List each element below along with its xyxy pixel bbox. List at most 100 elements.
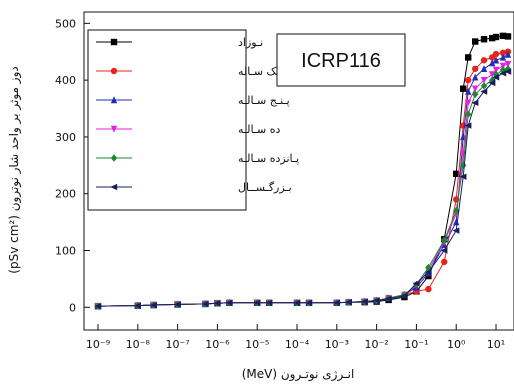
data-point [488,71,496,79]
data-point [504,65,512,73]
x-tick-label: 10⁰ [447,338,466,351]
data-point [440,247,448,254]
legend-label: پـانزده سـالـه [238,152,299,165]
data-point [488,59,496,67]
data-point [499,70,507,77]
data-point [333,299,341,306]
x-tick-label: 10⁻⁷ [165,338,189,351]
data-point [424,268,432,276]
data-point [492,33,500,41]
x-tick-label: 10⁻⁹ [86,338,110,351]
x-tick-label: 10¹ [487,338,505,351]
x-axis-title: انـرژی نوتـرون (MeV) [242,367,355,382]
legend-marker [110,38,118,46]
data-point [253,299,261,306]
legend-marker [110,96,118,104]
data-point [213,300,221,307]
data-point [384,295,392,302]
x-tick-label: 10⁻⁶ [205,338,230,351]
data-point [412,280,420,287]
data-point [464,122,472,129]
x-tick-label: 10⁻¹ [404,338,428,351]
data-point [464,99,472,107]
legend-label: ده سـالـه [238,123,281,136]
data-point [372,297,380,304]
x-tick-label: 10⁻⁴ [285,338,310,351]
data-point [173,301,181,308]
data-point [400,292,408,300]
x-ticks: 10⁻⁹ 10⁻⁸ 10⁻⁷ 10⁻⁶ 10⁻⁵ 10⁻⁴ 10⁻³ 10⁻² 10⁻¹ 10⁰ 1… [86,324,505,351]
x-tick-label: 10⁻⁸ [126,338,151,351]
data-point [504,33,512,40]
x-tick-label: 10⁻² [365,338,389,351]
data-point [480,76,488,84]
legend-marker [110,67,118,75]
data-point [480,36,488,43]
data-point [480,57,488,64]
data-point [488,79,496,87]
data-point [425,285,432,293]
data-point [225,299,233,306]
y-ticks: 0 100 200 300 400 500 [55,17,90,314]
data-point [149,301,157,309]
data-point [499,53,507,61]
x-tick-label: 10⁻⁵ [245,338,269,351]
data-point [492,56,500,64]
data-point [464,54,472,61]
x-tick-label: 10⁻³ [325,338,349,351]
data-point [480,88,488,95]
data-point [441,236,448,244]
data-point [472,90,479,99]
series-layer [94,32,512,310]
data-point [453,170,460,178]
data-point [201,300,209,308]
legend-label: پـنـج سـالـه [238,94,290,107]
data-point [453,218,460,226]
data-point [504,68,512,75]
y-tick-label: 0 [69,301,76,314]
data-point [480,65,488,72]
data-point [134,302,142,309]
data-point [492,66,500,74]
data-point [472,73,479,81]
data-point [471,99,479,107]
data-point [499,62,507,70]
data-point [499,49,507,57]
annotation-label: ICRP116 [301,50,381,72]
legend-marker [110,183,118,191]
data-point [488,34,496,42]
data-point [345,298,352,306]
data-point [441,258,448,266]
legend-marker [110,154,118,162]
y-tick-label: 100 [55,245,76,258]
data-point [499,32,507,40]
data-point [452,227,460,234]
y-axis-title: دوز موثر بر واحد شار نوترون (pSv cm²) [7,66,22,273]
data-point [472,85,479,93]
data-point [492,74,500,81]
data-point [472,65,479,72]
data-point [464,87,472,95]
y-tick-label: 400 [55,74,76,87]
data-point [94,302,102,310]
legend-marker [110,125,118,133]
data-point [480,82,488,90]
data-point [360,298,368,305]
annotation-box [276,33,406,87]
y-tick-label: 500 [55,17,76,30]
legend-label: یـک سـاله [238,65,283,78]
legend-label: بـزرگـســال [238,181,292,194]
legend-label: نـوزاد [238,36,263,49]
data-point [265,299,273,306]
y-tick-label: 300 [55,131,76,144]
legend: نـوزاد یـک سـاله پـنـج سـالـه ده سـالـه پـان… [96,36,299,194]
data-point [504,50,512,58]
data-point [464,76,472,84]
y-tick-label: 200 [55,188,76,201]
data-point [472,38,479,45]
data-point [460,85,467,92]
data-point [492,50,500,58]
data-point [293,299,301,306]
data-point [305,299,313,306]
